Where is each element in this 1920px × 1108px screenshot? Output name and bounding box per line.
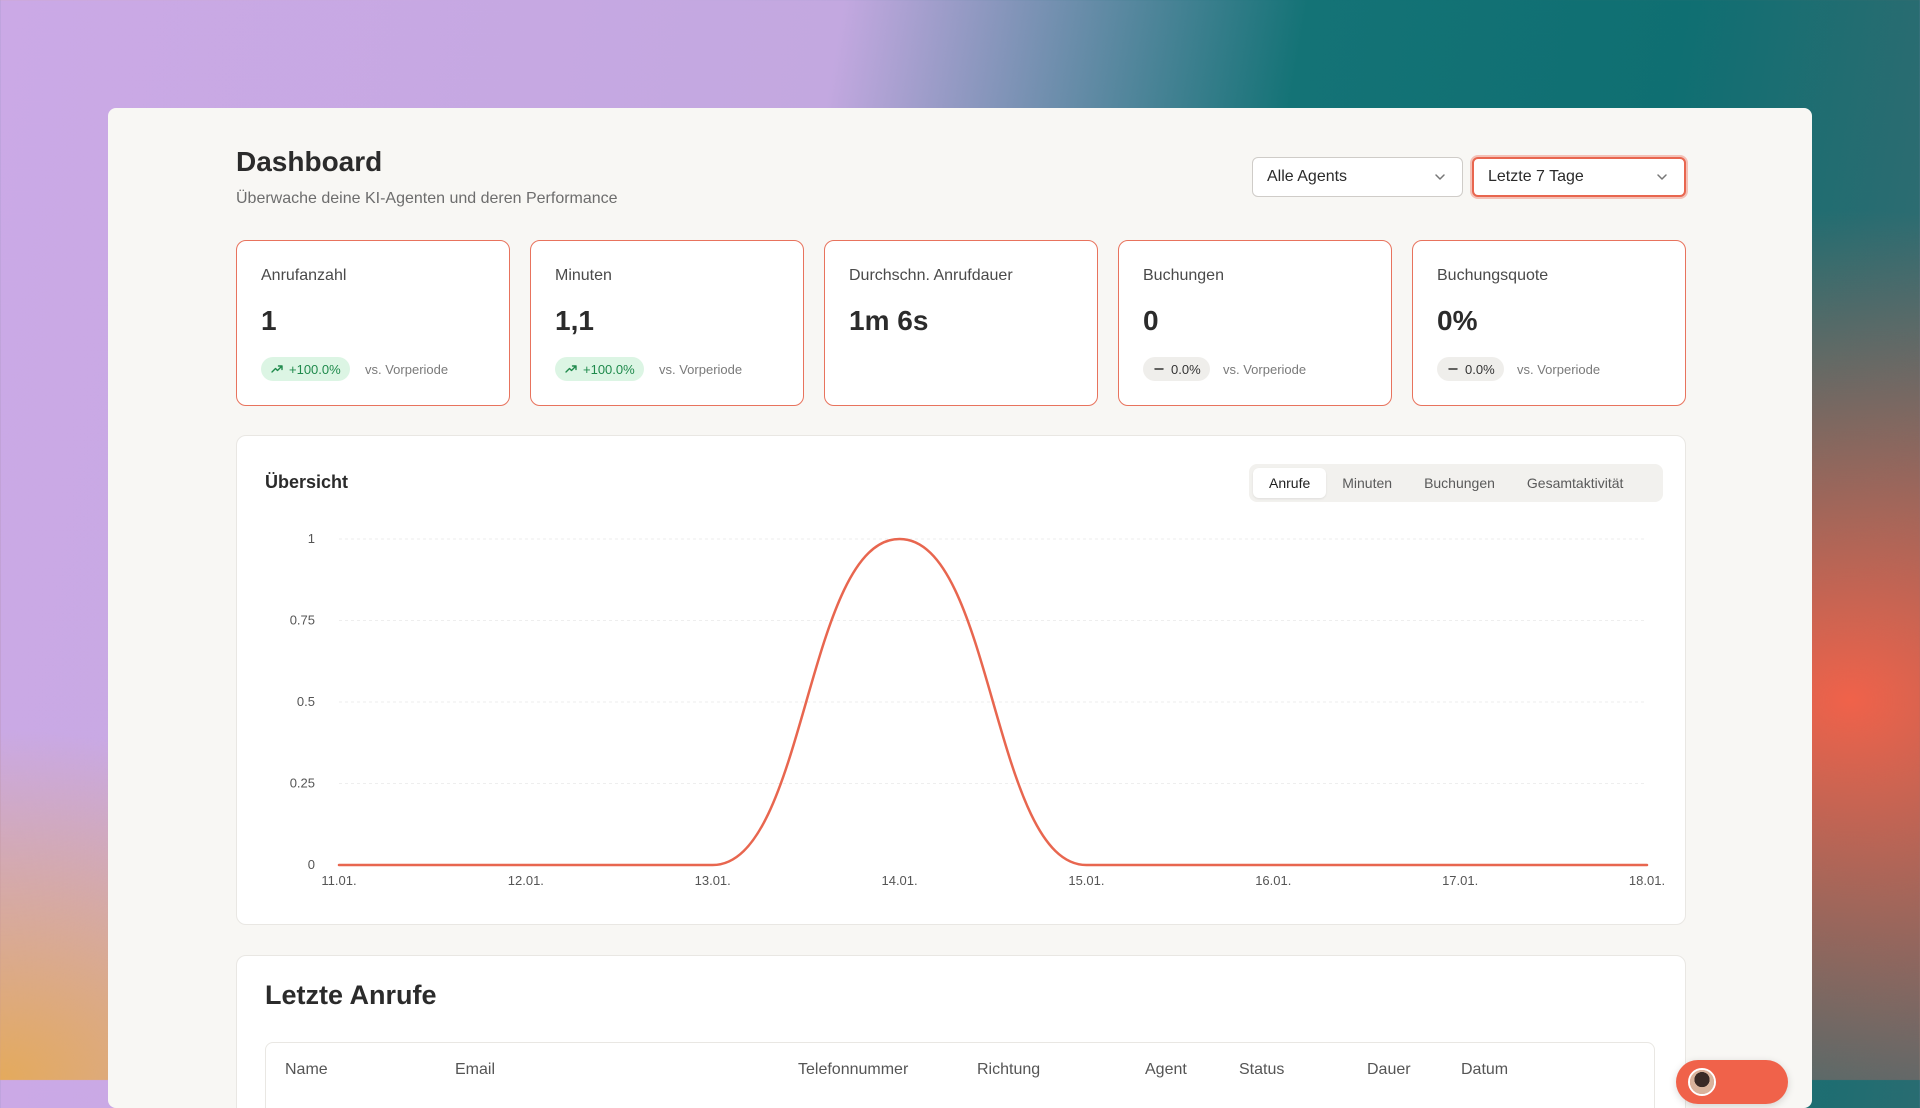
stat-label: Buchungsquote [1437,267,1549,284]
x-tick-label: 17.01. [1442,873,1478,888]
compare-label: vs. Vorperiode [1517,362,1601,377]
stat-card-calls: Anrufanzahl 1 +100.0% vs. Vorperiode [236,240,510,406]
stat-cards: Anrufanzahl 1 +100.0% vs. Vorperiode Min… [236,240,1686,406]
trend-up-icon [565,365,577,373]
trend-value: +100.0% [583,361,635,377]
trend-value: +100.0% [289,361,341,377]
stat-card-avg-duration: Durchschn. Anrufdauer 1m 6s [824,240,1098,406]
page-title: Dashboard [236,146,383,177]
tab-total-activity[interactable]: Gesamtaktivität [1526,475,1624,491]
stat-card-bookings: Buchungen 0 0.0% vs. Vorperiode [1118,240,1392,406]
column-header[interactable]: Dauer [1367,1061,1411,1078]
stat-value: 0% [1437,305,1478,336]
calls-line-chart: 0 0.25 0.5 0.75 1 11.01. 12.01. 13.01. 14.01. 15.… [290,531,1665,888]
compare-label: vs. Vorperiode [1223,362,1307,377]
support-chat-button[interactable] [1676,1060,1788,1104]
y-tick-label: 0.75 [290,613,315,628]
recent-calls-card: Letzte Anrufe Name Email Telefonnummer R… [236,955,1686,1108]
recent-calls-table: Name Email Telefonnummer Richtung Agent … [265,1042,1655,1108]
stat-label: Buchungen [1143,267,1224,284]
y-tick-label: 0.5 [297,694,315,709]
agent-filter-value: Alle Agents [1267,168,1348,185]
y-tick-label: 1 [308,531,315,546]
column-header[interactable]: Telefonnummer [798,1061,909,1078]
stat-value: 0 [1143,305,1159,336]
x-tick-label: 11.01. [321,873,356,888]
stat-value: 1 [261,305,277,336]
compare-label: vs. Vorperiode [365,362,449,377]
x-tick-label: 15.01. [1068,873,1104,888]
trend-value: 0.0% [1465,361,1495,377]
stat-value: 1,1 [555,305,594,336]
overview-tabs: Anrufe Minuten Buchungen Gesamtaktivität [1249,464,1663,502]
column-header[interactable]: Agent [1145,1061,1187,1078]
stat-label: Minuten [555,267,612,284]
agent-filter-select[interactable]: Alle Agents [1252,157,1463,197]
page-subtitle: Überwache deine KI-Agenten und deren Per… [236,190,618,207]
chevron-down-icon [1435,174,1445,180]
column-header[interactable]: Status [1239,1061,1285,1078]
recent-calls-title: Letzte Anrufe [265,980,437,1010]
stat-card-minutes: Minuten 1,1 +100.0% vs. Vorperiode [530,240,804,406]
overview-card: Übersicht Anrufe Minuten Buchungen Gesam… [236,435,1686,925]
column-header[interactable]: Datum [1461,1061,1509,1078]
chevron-down-icon [1657,174,1667,180]
y-tick-label: 0.25 [290,776,315,791]
trend-up-icon [271,365,283,373]
tab-bookings[interactable]: Buchungen [1424,475,1495,491]
stat-value: 1m 6s [849,305,929,336]
tab-calls[interactable]: Anrufe [1253,468,1327,498]
y-tick-label: 0 [308,857,315,872]
series-line [337,537,1649,867]
x-tick-label: 14.01. [881,873,917,888]
avatar [1688,1068,1716,1096]
trend-badge: +100.0% [555,357,644,381]
trend-badge: 0.0% [1437,357,1504,381]
minus-icon [1154,368,1164,370]
x-tick-label: 16.01. [1255,873,1291,888]
minus-icon [1448,368,1458,370]
x-tick-label: 12.01. [508,873,544,888]
column-header[interactable]: Richtung [977,1061,1041,1078]
period-filter-select[interactable]: Letzte 7 Tage [1472,157,1686,197]
dashboard-panel: Dashboard Überwache deine KI-Agenten und… [108,108,1812,1108]
x-tick-label: 13.01. [695,873,731,888]
period-filter-value: Letzte 7 Tage [1488,168,1584,185]
trend-badge: +100.0% [261,357,350,381]
trend-value: 0.0% [1171,361,1201,377]
column-header[interactable]: Name [285,1061,328,1078]
stat-label: Durchschn. Anrufdauer [849,267,1013,284]
compare-label: vs. Vorperiode [659,362,743,377]
stat-card-booking-rate: Buchungsquote 0% 0.0% vs. Vorperiode [1412,240,1686,406]
overview-title: Übersicht [265,472,349,492]
x-tick-label: 18.01. [1629,873,1665,888]
tab-minutes[interactable]: Minuten [1342,475,1393,491]
stat-label: Anrufanzahl [261,267,347,284]
column-header[interactable]: Email [455,1061,496,1078]
trend-badge: 0.0% [1143,357,1210,381]
